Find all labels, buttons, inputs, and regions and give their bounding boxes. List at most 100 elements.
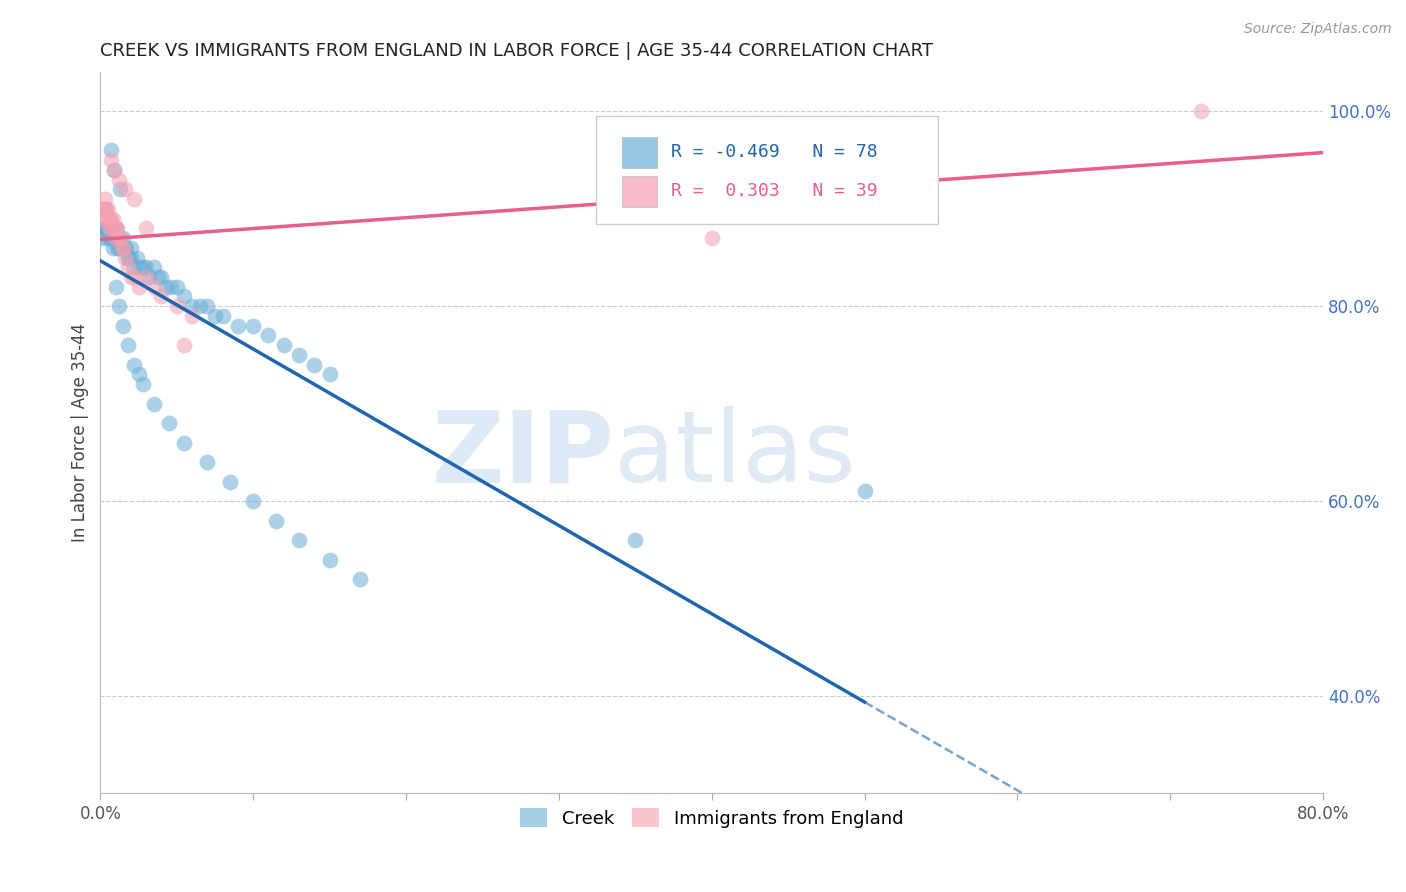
Point xyxy=(318,552,340,566)
Point xyxy=(100,221,122,235)
Point xyxy=(90,202,112,216)
Point xyxy=(103,221,125,235)
Point xyxy=(104,231,127,245)
Point xyxy=(111,241,134,255)
Point xyxy=(114,241,136,255)
Point xyxy=(94,202,117,216)
Point xyxy=(264,514,287,528)
Point xyxy=(188,299,211,313)
Point xyxy=(115,241,138,255)
Point xyxy=(98,221,121,235)
Point xyxy=(107,299,129,313)
Point xyxy=(122,192,145,206)
Text: Source: ZipAtlas.com: Source: ZipAtlas.com xyxy=(1244,22,1392,37)
Point xyxy=(624,533,647,547)
Point xyxy=(135,221,157,235)
Point xyxy=(226,318,249,333)
Point xyxy=(114,182,136,196)
Point xyxy=(122,270,145,285)
Point xyxy=(100,211,122,226)
Point xyxy=(273,338,295,352)
Point xyxy=(242,318,264,333)
Point xyxy=(120,251,142,265)
Point xyxy=(112,318,135,333)
Point xyxy=(155,279,177,293)
Point xyxy=(288,533,311,547)
Point xyxy=(173,435,195,450)
Point xyxy=(104,221,127,235)
Point xyxy=(104,279,127,293)
Point xyxy=(100,221,122,235)
Point xyxy=(96,221,118,235)
Point xyxy=(318,368,340,382)
Point xyxy=(107,241,129,255)
Point xyxy=(114,251,136,265)
Point xyxy=(135,270,157,285)
Text: CREEK VS IMMIGRANTS FROM ENGLAND IN LABOR FORCE | AGE 35-44 CORRELATION CHART: CREEK VS IMMIGRANTS FROM ENGLAND IN LABO… xyxy=(100,42,934,60)
Point xyxy=(257,328,280,343)
Point xyxy=(166,299,188,313)
Point xyxy=(195,455,218,469)
Point xyxy=(97,221,120,235)
Point xyxy=(125,251,148,265)
Point xyxy=(101,241,124,255)
Point xyxy=(104,231,127,245)
Point xyxy=(112,231,135,245)
Point xyxy=(288,348,311,362)
Point xyxy=(242,494,264,508)
Y-axis label: In Labor Force | Age 35-44: In Labor Force | Age 35-44 xyxy=(72,323,89,542)
Point xyxy=(211,309,233,323)
Point xyxy=(181,299,204,313)
Point xyxy=(93,231,115,245)
Point xyxy=(93,211,115,226)
Point xyxy=(107,172,129,186)
Point xyxy=(96,202,118,216)
Point xyxy=(100,144,122,158)
Point xyxy=(104,221,127,235)
Bar xyxy=(623,177,657,207)
Point xyxy=(90,221,112,235)
Bar xyxy=(623,137,657,168)
FancyBboxPatch shape xyxy=(596,116,938,224)
Point xyxy=(100,153,122,167)
Point xyxy=(112,241,135,255)
Point xyxy=(110,182,132,196)
Point xyxy=(111,241,134,255)
Point xyxy=(107,231,129,245)
Point xyxy=(110,231,132,245)
Point xyxy=(142,279,165,293)
Point xyxy=(700,231,723,245)
Point xyxy=(110,241,132,255)
Point xyxy=(1189,104,1212,119)
Legend: Creek, Immigrants from England: Creek, Immigrants from England xyxy=(513,801,911,835)
Point xyxy=(112,241,135,255)
Point xyxy=(122,260,145,275)
Point xyxy=(173,338,195,352)
Point xyxy=(195,299,218,313)
Point xyxy=(853,484,876,499)
Point xyxy=(173,289,195,303)
Point xyxy=(304,358,326,372)
Point xyxy=(103,162,125,177)
Text: ZIP: ZIP xyxy=(432,406,614,503)
Point xyxy=(117,260,139,275)
Point xyxy=(105,241,128,255)
Point xyxy=(118,251,141,265)
Point xyxy=(98,231,121,245)
Point xyxy=(120,270,142,285)
Point xyxy=(122,358,145,372)
Point xyxy=(94,221,117,235)
Point xyxy=(97,231,120,245)
Point xyxy=(94,192,117,206)
Point xyxy=(94,202,117,216)
Point xyxy=(98,211,121,226)
Point xyxy=(98,221,121,235)
Text: R = -0.469   N = 78: R = -0.469 N = 78 xyxy=(672,143,877,161)
Point xyxy=(107,231,129,245)
Point xyxy=(103,231,125,245)
Point xyxy=(132,260,155,275)
Point xyxy=(148,270,170,285)
Point xyxy=(117,251,139,265)
Point xyxy=(204,309,226,323)
Point xyxy=(138,270,160,285)
